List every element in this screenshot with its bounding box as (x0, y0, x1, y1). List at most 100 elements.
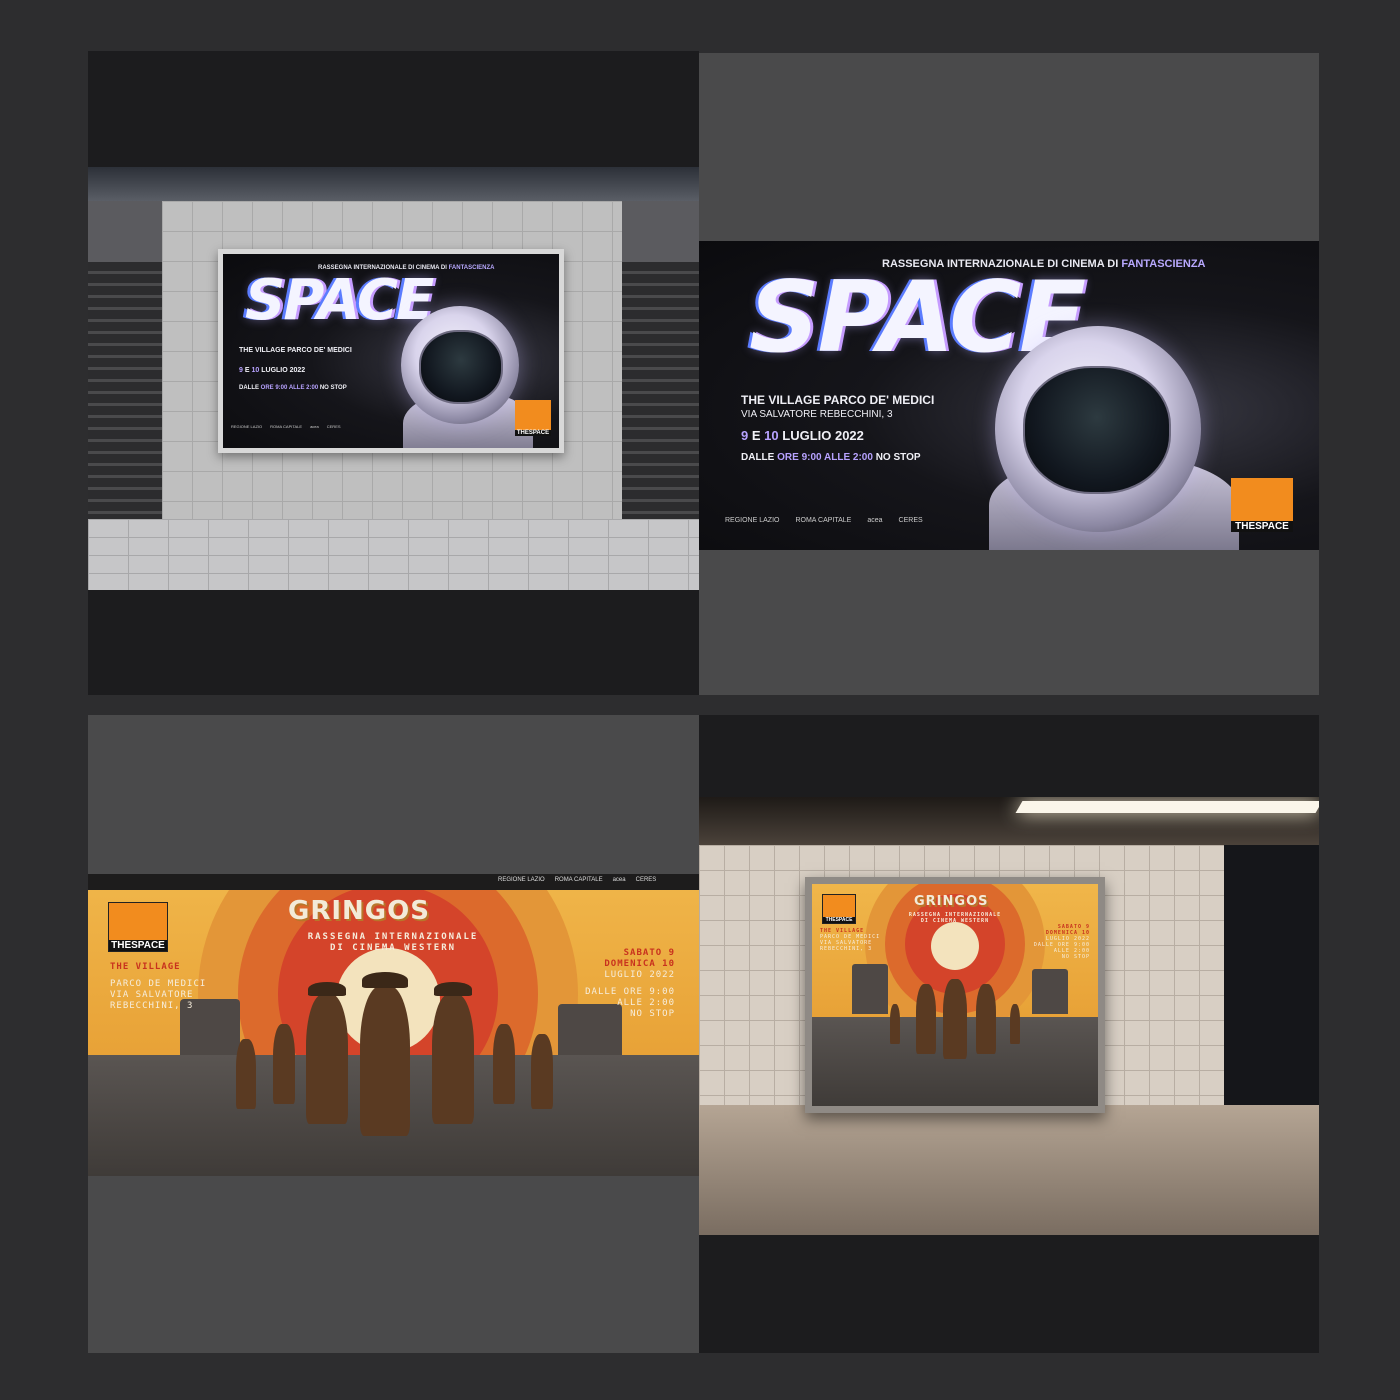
address-line-3: REBECCHINI, 3 (110, 1001, 194, 1011)
sponsor-row: REGIONE LAZIO ROMA CAPITALE acea CERES (725, 517, 923, 524)
sponsor-row: REGIONE LAZIO ROMA CAPITALE acea CERES (498, 877, 656, 883)
address-line-2: VIA SALVATORE (820, 940, 873, 946)
thespace-logo: THESPACE (515, 400, 551, 436)
hours-line-1: DALLE ORE 9:00 (1033, 942, 1090, 948)
billboard-frame: THESPACE GRINGOS RASSEGNA INTERNAZIONALE… (805, 877, 1105, 1113)
mesa-left (852, 964, 888, 1014)
address-line-3: REBECCHINI, 3 (820, 946, 873, 952)
address-line-2: VIA SALVATORE (110, 990, 194, 1000)
poster-venue-block: THE VILLAGE PARCO DE MEDICI VIA SALVATOR… (110, 962, 206, 1012)
poster-venue: THE VILLAGE PARCO DE' MEDICI (239, 347, 352, 354)
sponsor-row: REGIONE LAZIO ROMA CAPITALE acea CERES (231, 424, 341, 429)
address-line-1: PARCO DE MEDICI (110, 979, 207, 989)
gringos-flat-panel: REGIONE LAZIO ROMA CAPITALE acea CERES T… (88, 715, 699, 1353)
sponsor-regione-lazio: REGIONE LAZIO (231, 424, 263, 429)
sponsor-roma-capitale: ROMA CAPITALE (270, 424, 303, 429)
poster-title: GRINGOS (288, 896, 430, 926)
gringos-poster: REGIONE LAZIO ROMA CAPITALE acea CERES T… (88, 874, 699, 1176)
billboard-frame: RASSEGNA INTERNAZIONALE DI CINEMA DI FAN… (218, 249, 564, 453)
helmet-visor (1023, 366, 1171, 494)
mesa-right (1032, 969, 1068, 1014)
sponsor-acea: acea (612, 877, 626, 883)
day-1: SABATO 9 (1057, 924, 1090, 930)
gringos-poster-small: THESPACE GRINGOS RASSEGNA INTERNAZIONALE… (812, 884, 1098, 1106)
subtitle-line-1: RASSEGNA INTERNAZIONALE (307, 932, 479, 942)
day-1: SABATO 9 (623, 948, 675, 958)
poster-hours: DALLE ORE 9:00 ALLE 2:00 NO STOP (239, 385, 347, 391)
gringos-mockup-panel: THESPACE GRINGOS RASSEGNA INTERNAZIONALE… (699, 715, 1319, 1353)
space-mockup-panel: RASSEGNA INTERNAZIONALE DI CINEMA DI FAN… (88, 51, 699, 695)
cowboy-leader (360, 986, 410, 1136)
day-2: DOMENICA 10 (604, 959, 675, 969)
cowboy (916, 984, 936, 1054)
sponsor-ceres: CERES (898, 517, 923, 524)
sponsor-acea: acea (310, 424, 319, 429)
month: LUGLIO 2022 (1045, 936, 1090, 942)
sponsor-roma-capitale: ROMA CAPITALE (554, 877, 603, 883)
poster-subtitle: RASSEGNA INTERNAZIONALE DI CINEMA DI FAN… (882, 258, 1206, 270)
subtitle-line-1: RASSEGNA INTERNAZIONALE (908, 912, 1002, 918)
cowboy (493, 1024, 515, 1104)
sponsor-ceres: CERES (326, 424, 341, 429)
platform-opening (1224, 845, 1319, 1105)
cowboy (976, 984, 996, 1054)
hours-line-2: ALLE 2:00 (617, 998, 675, 1008)
poster-date-block: SABATO 9 DOMENICA 10 LUGLIO 2022 DALLE O… (585, 948, 675, 1020)
astronaut-helmet (995, 326, 1201, 532)
space-poster: RASSEGNA INTERNAZIONALE DI CINEMA DI FAN… (699, 241, 1319, 550)
thespace-logo: THESPACE (822, 894, 856, 924)
astronaut-helmet (401, 306, 519, 424)
cowboy (432, 994, 474, 1124)
tile-floor (88, 519, 699, 590)
venue: THE VILLAGE (110, 962, 181, 972)
venue: THE VILLAGE (820, 928, 865, 934)
poster-address: VIA SALVATORE REBECCHINI, 3 (741, 409, 893, 420)
poster-date: 9 E 10 LUGLIO 2022 (741, 428, 864, 443)
cowboy (236, 1039, 256, 1109)
ceiling-light (1015, 801, 1319, 813)
poster-date: 9 E 10 LUGLIO 2022 (239, 367, 306, 374)
poster-subtitle: RASSEGNA INTERNAZIONALE DI CINEMA WESTER… (895, 912, 1015, 924)
sponsor-ceres: CERES (635, 877, 657, 883)
hours-line-2: ALLE 2:00 (1053, 948, 1090, 954)
hours-line-3: NO STOP (1061, 954, 1090, 960)
stairs-left (88, 262, 162, 519)
subway-scene: RASSEGNA INTERNAZIONALE DI CINEMA DI FAN… (88, 167, 699, 590)
hours-line-3: NO STOP (630, 1009, 675, 1019)
poster-date-block: SABATO 9 DOMENICA 10 LUGLIO 2022 DALLE O… (1034, 924, 1090, 960)
helmet-visor (419, 330, 503, 404)
sponsor-bar (88, 874, 699, 890)
cowboy (1010, 1004, 1020, 1044)
poster-subtitle: RASSEGNA INTERNAZIONALE DI CINEMA WESTER… (258, 932, 528, 954)
platform-floor (699, 1105, 1319, 1235)
poster-venue: THE VILLAGE PARCO DE' MEDICI (741, 393, 935, 407)
sponsor-acea: acea (867, 517, 883, 524)
poster-title: SPACE (245, 268, 434, 333)
cowboy-hat (362, 972, 408, 988)
hours-line-1: DALLE ORE 9:00 (585, 987, 675, 997)
cowboy-hat (308, 982, 346, 996)
ceiling (88, 167, 699, 201)
month: LUGLIO 2022 (604, 970, 675, 980)
cowboy-hat (434, 982, 472, 996)
cowboy (306, 994, 348, 1124)
cowboy (890, 1004, 900, 1044)
thespace-logo: THESPACE (108, 902, 168, 952)
sponsor-regione-lazio: REGIONE LAZIO (498, 877, 545, 883)
sponsor-regione-lazio: REGIONE LAZIO (725, 517, 780, 524)
sponsor-roma-capitale: ROMA CAPITALE (795, 517, 852, 524)
sun (931, 922, 979, 970)
cowboy (531, 1034, 553, 1109)
subtitle-line-2: DI CINEMA WESTERN (329, 943, 457, 953)
cowboy (273, 1024, 295, 1104)
poster-title: GRINGOS (914, 894, 989, 909)
cowboy-leader (943, 979, 967, 1059)
space-flat-panel: RASSEGNA INTERNAZIONALE DI CINEMA DI FAN… (699, 53, 1319, 695)
poster-venue-block: THE VILLAGE PARCO DE MEDICI VIA SALVATOR… (820, 928, 880, 952)
space-poster-small: RASSEGNA INTERNAZIONALE DI CINEMA DI FAN… (223, 254, 559, 448)
poster-subtitle: RASSEGNA INTERNAZIONALE DI CINEMA DI FAN… (318, 265, 495, 271)
poster-hours: DALLE ORE 9:00 ALLE 2:00 NO STOP (741, 452, 921, 463)
subway-scene: THESPACE GRINGOS RASSEGNA INTERNAZIONALE… (699, 797, 1319, 1235)
day-2: DOMENICA 10 (1045, 930, 1090, 936)
thespace-logo: THESPACE (1231, 478, 1293, 532)
